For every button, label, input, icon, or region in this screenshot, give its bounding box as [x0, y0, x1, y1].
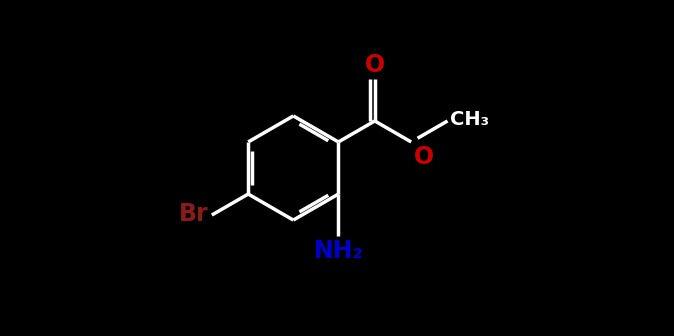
Text: O: O — [365, 53, 385, 77]
Text: O: O — [414, 144, 434, 169]
Text: NH₂: NH₂ — [313, 240, 363, 263]
Text: CH₃: CH₃ — [450, 110, 489, 129]
Text: Br: Br — [179, 202, 208, 226]
